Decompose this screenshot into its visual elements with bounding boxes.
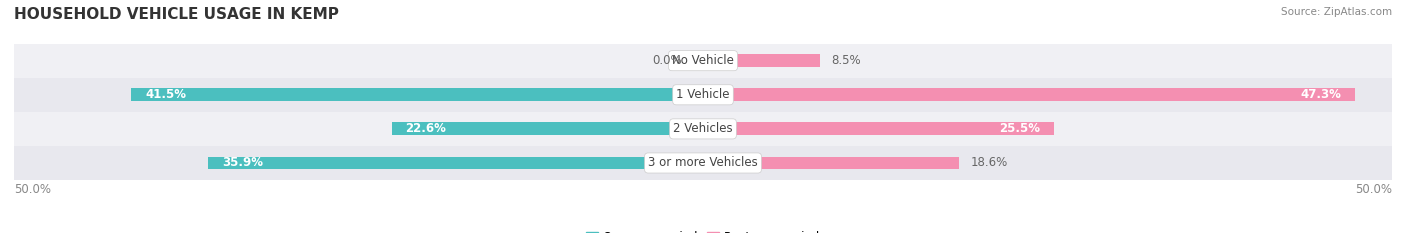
Text: 22.6%: 22.6% [405,122,446,135]
Text: 50.0%: 50.0% [14,183,51,196]
Bar [703,88,1355,101]
Bar [14,78,1392,112]
Text: 3 or more Vehicles: 3 or more Vehicles [648,157,758,169]
Text: 35.9%: 35.9% [222,157,263,169]
Bar [208,157,703,169]
Bar [14,44,1392,78]
Text: 0.0%: 0.0% [652,54,682,67]
Bar [14,112,1392,146]
Text: 41.5%: 41.5% [145,88,186,101]
Bar [131,88,703,101]
Bar [392,122,703,135]
Text: 18.6%: 18.6% [970,157,1008,169]
Bar [14,146,1392,180]
Text: 50.0%: 50.0% [1355,183,1392,196]
Text: Source: ZipAtlas.com: Source: ZipAtlas.com [1281,7,1392,17]
Text: No Vehicle: No Vehicle [672,54,734,67]
Legend: Owner-occupied, Renter-occupied: Owner-occupied, Renter-occupied [581,226,825,233]
Text: 25.5%: 25.5% [1000,122,1040,135]
Text: 1 Vehicle: 1 Vehicle [676,88,730,101]
Bar [703,122,1054,135]
Bar [703,157,959,169]
Bar [703,54,820,67]
Text: HOUSEHOLD VEHICLE USAGE IN KEMP: HOUSEHOLD VEHICLE USAGE IN KEMP [14,7,339,22]
Text: 47.3%: 47.3% [1301,88,1341,101]
Text: 2 Vehicles: 2 Vehicles [673,122,733,135]
Text: 8.5%: 8.5% [831,54,860,67]
